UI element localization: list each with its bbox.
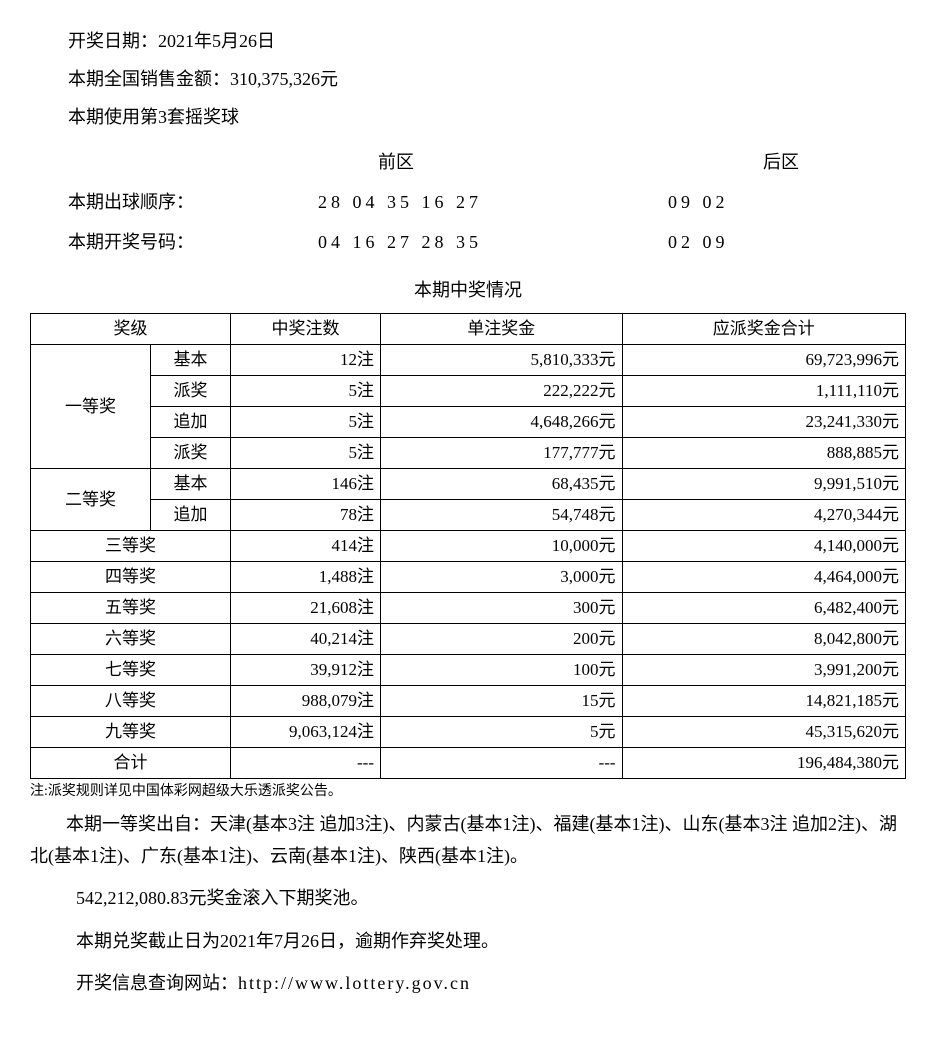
cell-count: 21,608注 xyxy=(231,593,381,624)
sum-name: 合计 xyxy=(31,748,231,779)
table-row: 派奖 5注 222,222元 1,111,110元 xyxy=(31,376,906,407)
cell-total: 23,241,330元 xyxy=(622,407,905,438)
cell-count: 39,912注 xyxy=(231,655,381,686)
cell-unit: 5,810,333元 xyxy=(381,345,623,376)
cell-total: 14,821,185元 xyxy=(622,686,905,717)
website-url: http://www.lottery.gov.cn xyxy=(238,973,471,993)
table-row: 九等奖9,063,124注5元45,315,620元 xyxy=(31,717,906,748)
table-row: 追加 78注 54,748元 4,270,344元 xyxy=(31,500,906,531)
tier2-name: 二等奖 xyxy=(31,469,151,531)
winners-para: 本期一等奖出自：天津(基本3注 追加3注)、内蒙古(基本1注)、福建(基本1注)… xyxy=(30,808,906,873)
winning-number-front: 04 16 27 28 35 xyxy=(318,225,668,259)
cell-total: 69,723,996元 xyxy=(622,345,905,376)
sum-count: --- xyxy=(231,748,381,779)
cell-count: 146注 xyxy=(231,469,381,500)
back-zone-label: 后区 xyxy=(728,145,799,179)
table-row: 八等奖988,079注15元14,821,185元 xyxy=(31,686,906,717)
table-title: 本期中奖情况 xyxy=(30,273,906,307)
sales-total: 本期全国销售金额：310,375,326元 xyxy=(30,62,906,96)
cell-total: 45,315,620元 xyxy=(622,717,905,748)
cell-total: 1,111,110元 xyxy=(622,376,905,407)
cell-total: 888,885元 xyxy=(622,438,905,469)
cell-total: 4,464,000元 xyxy=(622,562,905,593)
footnote: 注:派奖规则详见中国体彩网超级大乐透派奖公告。 xyxy=(30,781,906,803)
table-row: 派奖 5注 177,777元 888,885元 xyxy=(31,438,906,469)
table-row: 五等奖21,608注300元6,482,400元 xyxy=(31,593,906,624)
ball-order-front: 28 04 35 16 27 xyxy=(318,185,668,219)
sum-total: 196,484,380元 xyxy=(622,748,905,779)
tier-name: 九等奖 xyxy=(31,717,231,748)
tier-name: 五等奖 xyxy=(31,593,231,624)
sum-unit: --- xyxy=(381,748,623,779)
ball-order-back: 09 02 xyxy=(668,185,729,219)
table-row: 追加 5注 4,648,266元 23,241,330元 xyxy=(31,407,906,438)
cell-unit: 3,000元 xyxy=(381,562,623,593)
cell-count: 5注 xyxy=(231,407,381,438)
table-row: 一等奖 基本 12注 5,810,333元 69,723,996元 xyxy=(31,345,906,376)
ball-set: 本期使用第3套摇奖球 xyxy=(30,100,906,134)
cell-count: 5注 xyxy=(231,438,381,469)
cell-unit: 177,777元 xyxy=(381,438,623,469)
numbers-section: 前区 后区 本期出球顺序： 28 04 35 16 27 09 02 本期开奖号… xyxy=(30,145,906,260)
cell-unit: 5元 xyxy=(381,717,623,748)
cell-total: 6,482,400元 xyxy=(622,593,905,624)
front-zone-label: 前区 xyxy=(318,145,728,179)
deadline-para: 本期兑奖截止日为2021年7月26日，逾期作弃奖处理。 xyxy=(30,925,906,957)
cell-unit: 54,748元 xyxy=(381,500,623,531)
table-row: 七等奖39,912注100元3,991,200元 xyxy=(31,655,906,686)
rollover-para: 542,212,080.83元奖金滚入下期奖池。 xyxy=(30,882,906,914)
tier1-sub: 基本 xyxy=(151,345,231,376)
cell-total: 9,991,510元 xyxy=(622,469,905,500)
cell-count: 1,488注 xyxy=(231,562,381,593)
website-para: 开奖信息查询网站：http://www.lottery.gov.cn xyxy=(30,967,906,999)
col-count: 中奖注数 xyxy=(231,314,381,345)
cell-count: 5注 xyxy=(231,376,381,407)
col-total: 应派奖金合计 xyxy=(622,314,905,345)
table-row: 三等奖414注10,000元4,140,000元 xyxy=(31,531,906,562)
cell-unit: 100元 xyxy=(381,655,623,686)
tier-name: 三等奖 xyxy=(31,531,231,562)
tier1-name: 一等奖 xyxy=(31,345,151,469)
cell-count: 40,214注 xyxy=(231,624,381,655)
tier-name: 六等奖 xyxy=(31,624,231,655)
tier1-sub: 派奖 xyxy=(151,438,231,469)
cell-unit: 222,222元 xyxy=(381,376,623,407)
table-row: 四等奖1,488注3,000元4,464,000元 xyxy=(31,562,906,593)
cell-unit: 10,000元 xyxy=(381,531,623,562)
ball-order-label: 本期出球顺序： xyxy=(68,185,318,219)
cell-count: 12注 xyxy=(231,345,381,376)
cell-count: 9,063,124注 xyxy=(231,717,381,748)
tier2-sub: 基本 xyxy=(151,469,231,500)
website-label: 开奖信息查询网站： xyxy=(76,973,238,993)
cell-unit: 68,435元 xyxy=(381,469,623,500)
table-row: 六等奖40,214注200元8,042,800元 xyxy=(31,624,906,655)
winning-number-back: 02 09 xyxy=(668,225,729,259)
tier-name: 四等奖 xyxy=(31,562,231,593)
table-row: 二等奖 基本 146注 68,435元 9,991,510元 xyxy=(31,469,906,500)
tier2-sub: 追加 xyxy=(151,500,231,531)
cell-total: 3,991,200元 xyxy=(622,655,905,686)
cell-count: 988,079注 xyxy=(231,686,381,717)
draw-date: 开奖日期：2021年5月26日 xyxy=(30,24,906,58)
col-unit: 单注奖金 xyxy=(381,314,623,345)
cell-count: 414注 xyxy=(231,531,381,562)
tier1-sub: 派奖 xyxy=(151,376,231,407)
cell-total: 8,042,800元 xyxy=(622,624,905,655)
cell-count: 78注 xyxy=(231,500,381,531)
cell-total: 4,270,344元 xyxy=(622,500,905,531)
prize-table: 奖级 中奖注数 单注奖金 应派奖金合计 一等奖 基本 12注 5,810,333… xyxy=(30,313,906,779)
cell-total: 4,140,000元 xyxy=(622,531,905,562)
cell-unit: 4,648,266元 xyxy=(381,407,623,438)
tier-name: 八等奖 xyxy=(31,686,231,717)
cell-unit: 300元 xyxy=(381,593,623,624)
cell-unit: 200元 xyxy=(381,624,623,655)
col-level: 奖级 xyxy=(31,314,231,345)
table-sum-row: 合计 --- --- 196,484,380元 xyxy=(31,748,906,779)
tier-name: 七等奖 xyxy=(31,655,231,686)
tier1-sub: 追加 xyxy=(151,407,231,438)
table-header-row: 奖级 中奖注数 单注奖金 应派奖金合计 xyxy=(31,314,906,345)
cell-unit: 15元 xyxy=(381,686,623,717)
winning-number-label: 本期开奖号码： xyxy=(68,225,318,259)
